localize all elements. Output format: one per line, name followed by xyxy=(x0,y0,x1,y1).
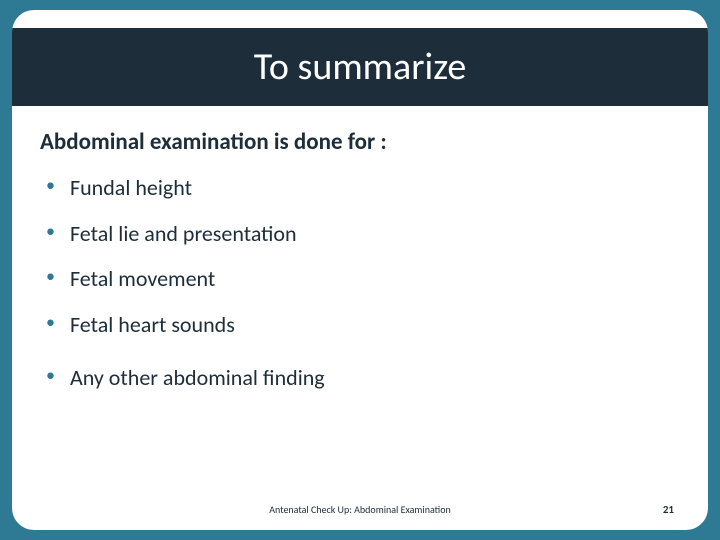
bullet-list: Fundal height Fetal lie and presentation… xyxy=(40,174,680,392)
list-item: Fetal heart sounds xyxy=(40,311,680,339)
list-item: Any other abdominal finding xyxy=(40,364,680,392)
page-number: 21 xyxy=(663,503,674,516)
slide-content: Abdominal examination is done for : Fund… xyxy=(40,128,680,410)
list-item: Fundal height xyxy=(40,174,680,202)
list-item: Fetal movement xyxy=(40,265,680,293)
title-bar: To summarize xyxy=(12,28,708,106)
list-item: Fetal lie and presentation xyxy=(40,220,680,248)
slide-subtitle: Abdominal examination is done for : xyxy=(40,128,680,156)
slide-title: To summarize xyxy=(254,44,467,90)
slide-card: To summarize Abdominal examination is do… xyxy=(12,10,708,530)
slide-footer: Antenatal Check Up: Abdominal Examinatio… xyxy=(12,503,708,516)
